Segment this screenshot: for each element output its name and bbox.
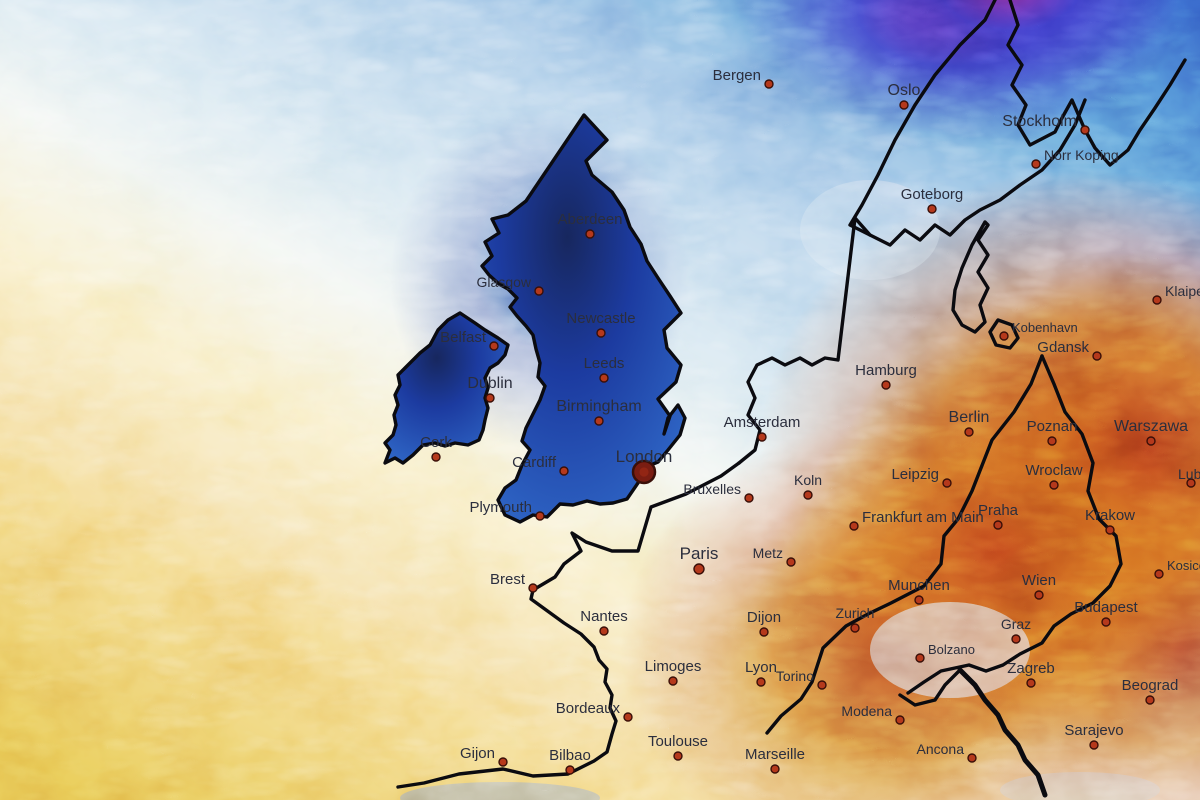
svg-text:Lublin: Lublin [1178, 466, 1200, 482]
svg-text:Kobenhavn: Kobenhavn [1012, 320, 1078, 335]
svg-text:Gdansk: Gdansk [1037, 339, 1089, 356]
svg-text:Koln: Koln [794, 472, 822, 488]
svg-text:Dublin: Dublin [467, 375, 512, 392]
svg-text:Modena: Modena [841, 703, 892, 719]
svg-text:Goteborg: Goteborg [901, 186, 964, 203]
svg-text:Gijon: Gijon [460, 745, 495, 762]
svg-text:Poznan: Poznan [1027, 418, 1078, 435]
svg-text:Munchen: Munchen [888, 577, 950, 594]
svg-text:Cork: Cork [420, 434, 452, 451]
svg-text:Berlin: Berlin [949, 409, 990, 426]
svg-text:Limoges: Limoges [645, 658, 702, 675]
svg-text:Frankfurt am Main: Frankfurt am Main [862, 509, 984, 526]
svg-text:Glasgow: Glasgow [477, 274, 532, 290]
svg-text:Ancona: Ancona [917, 741, 965, 757]
svg-text:Wroclaw: Wroclaw [1025, 462, 1082, 479]
svg-text:Leipzig: Leipzig [891, 466, 939, 483]
svg-text:Krakow: Krakow [1085, 507, 1135, 524]
svg-text:Amsterdam: Amsterdam [724, 414, 801, 431]
svg-text:Torino: Torino [776, 668, 814, 684]
svg-text:Zurich: Zurich [836, 605, 875, 621]
svg-text:Belfast: Belfast [440, 329, 487, 346]
svg-text:Cardiff: Cardiff [512, 454, 557, 471]
svg-text:Warszawa: Warszawa [1114, 418, 1188, 435]
svg-text:Toulouse: Toulouse [648, 733, 708, 750]
svg-text:Brest: Brest [490, 571, 526, 588]
svg-text:Sarajevo: Sarajevo [1064, 722, 1123, 739]
svg-text:Newcastle: Newcastle [566, 310, 635, 327]
svg-text:Leeds: Leeds [584, 355, 625, 372]
svg-text:Marseille: Marseille [745, 746, 805, 763]
svg-text:Paris: Paris [680, 544, 719, 563]
svg-text:Klaipeda: Klaipeda [1165, 283, 1200, 299]
svg-text:Lyon: Lyon [745, 659, 777, 676]
svg-text:Bergen: Bergen [713, 67, 761, 84]
svg-text:Stockholm: Stockholm [1002, 113, 1077, 130]
svg-text:Zagreb: Zagreb [1007, 660, 1055, 677]
svg-text:Budapest: Budapest [1074, 599, 1138, 616]
svg-text:Dijon: Dijon [747, 609, 781, 626]
svg-text:Hamburg: Hamburg [855, 362, 917, 379]
svg-text:Bruxelles: Bruxelles [683, 481, 741, 497]
svg-text:Bilbao: Bilbao [549, 747, 591, 764]
svg-text:Plymouth: Plymouth [469, 499, 532, 516]
svg-text:Oslo: Oslo [888, 82, 921, 99]
svg-text:Wien: Wien [1022, 572, 1056, 589]
svg-text:Beograd: Beograd [1122, 677, 1179, 694]
svg-text:Aberdeen: Aberdeen [557, 211, 622, 228]
svg-text:Kosice: Kosice [1167, 558, 1200, 573]
svg-text:Bordeaux: Bordeaux [556, 700, 621, 717]
svg-text:London: London [616, 447, 673, 466]
svg-text:Metz: Metz [753, 545, 783, 561]
svg-text:Graz: Graz [1001, 616, 1031, 632]
svg-text:Nantes: Nantes [580, 608, 628, 625]
svg-text:Bolzano: Bolzano [928, 642, 975, 657]
svg-text:Birmingham: Birmingham [556, 398, 641, 415]
svg-text:Praha: Praha [978, 502, 1019, 519]
svg-text:Norr Koping: Norr Koping [1044, 147, 1119, 163]
